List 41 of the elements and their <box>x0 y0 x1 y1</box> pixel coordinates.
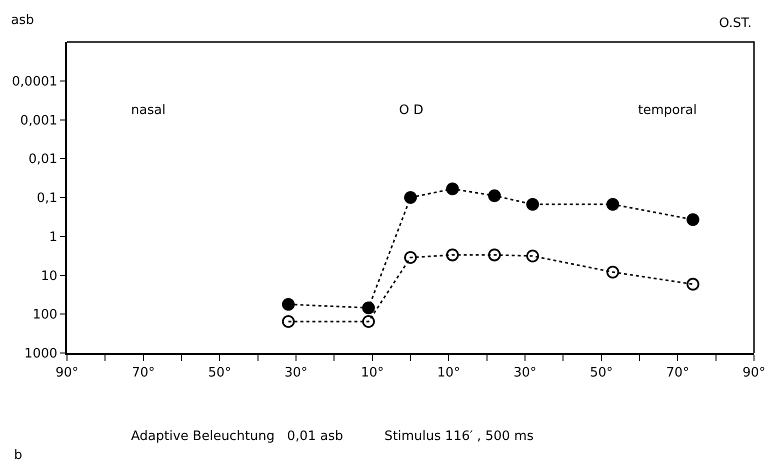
point <box>526 250 540 262</box>
point <box>362 315 375 328</box>
y-tick-label: 1 <box>49 230 58 245</box>
x-tick-label: 30° <box>513 366 537 381</box>
annotation: O D <box>399 103 424 118</box>
y-axis-title: asb <box>11 13 34 28</box>
y-tick-label: 0,0001 <box>12 74 58 90</box>
point <box>606 198 620 211</box>
point <box>446 182 459 196</box>
point <box>606 266 620 278</box>
point <box>488 189 501 202</box>
text: b <box>14 448 22 463</box>
point <box>404 191 417 204</box>
x-tick-label: 10° <box>360 366 384 381</box>
text: O.ST. <box>719 16 752 31</box>
point <box>686 213 700 226</box>
point <box>362 301 375 314</box>
y-tick-label: 10 <box>40 268 58 284</box>
annotation: temporal <box>638 103 697 118</box>
x-tick-label: 50° <box>590 366 613 381</box>
x-tick-label: 70° <box>132 366 155 381</box>
y-tick-label: 0,1 <box>36 191 58 206</box>
annotation: nasal <box>131 103 166 118</box>
x-tick-label: 70° <box>666 366 690 381</box>
point <box>446 248 459 262</box>
y-tick-label: 0,001 <box>20 113 58 128</box>
x-tick-label: 50° <box>208 366 232 381</box>
point <box>282 315 295 328</box>
y-tick-label: 0,01 <box>28 152 58 168</box>
point <box>404 251 417 264</box>
x-tick-label: 90° <box>742 366 766 381</box>
text: Adaptive Beleuchtung 0,01 asb Stimulus 116′ , 500 ms <box>131 429 534 444</box>
point <box>686 278 700 291</box>
point <box>282 298 295 311</box>
x-tick-label: 10° <box>437 366 460 381</box>
y-tick-label: 1000 <box>24 346 58 362</box>
x-tick-label: 30° <box>284 366 308 381</box>
point <box>526 198 540 211</box>
point <box>488 248 501 262</box>
y-tick-label: 100 <box>32 308 58 323</box>
x-tick-label: 90° <box>55 366 79 381</box>
